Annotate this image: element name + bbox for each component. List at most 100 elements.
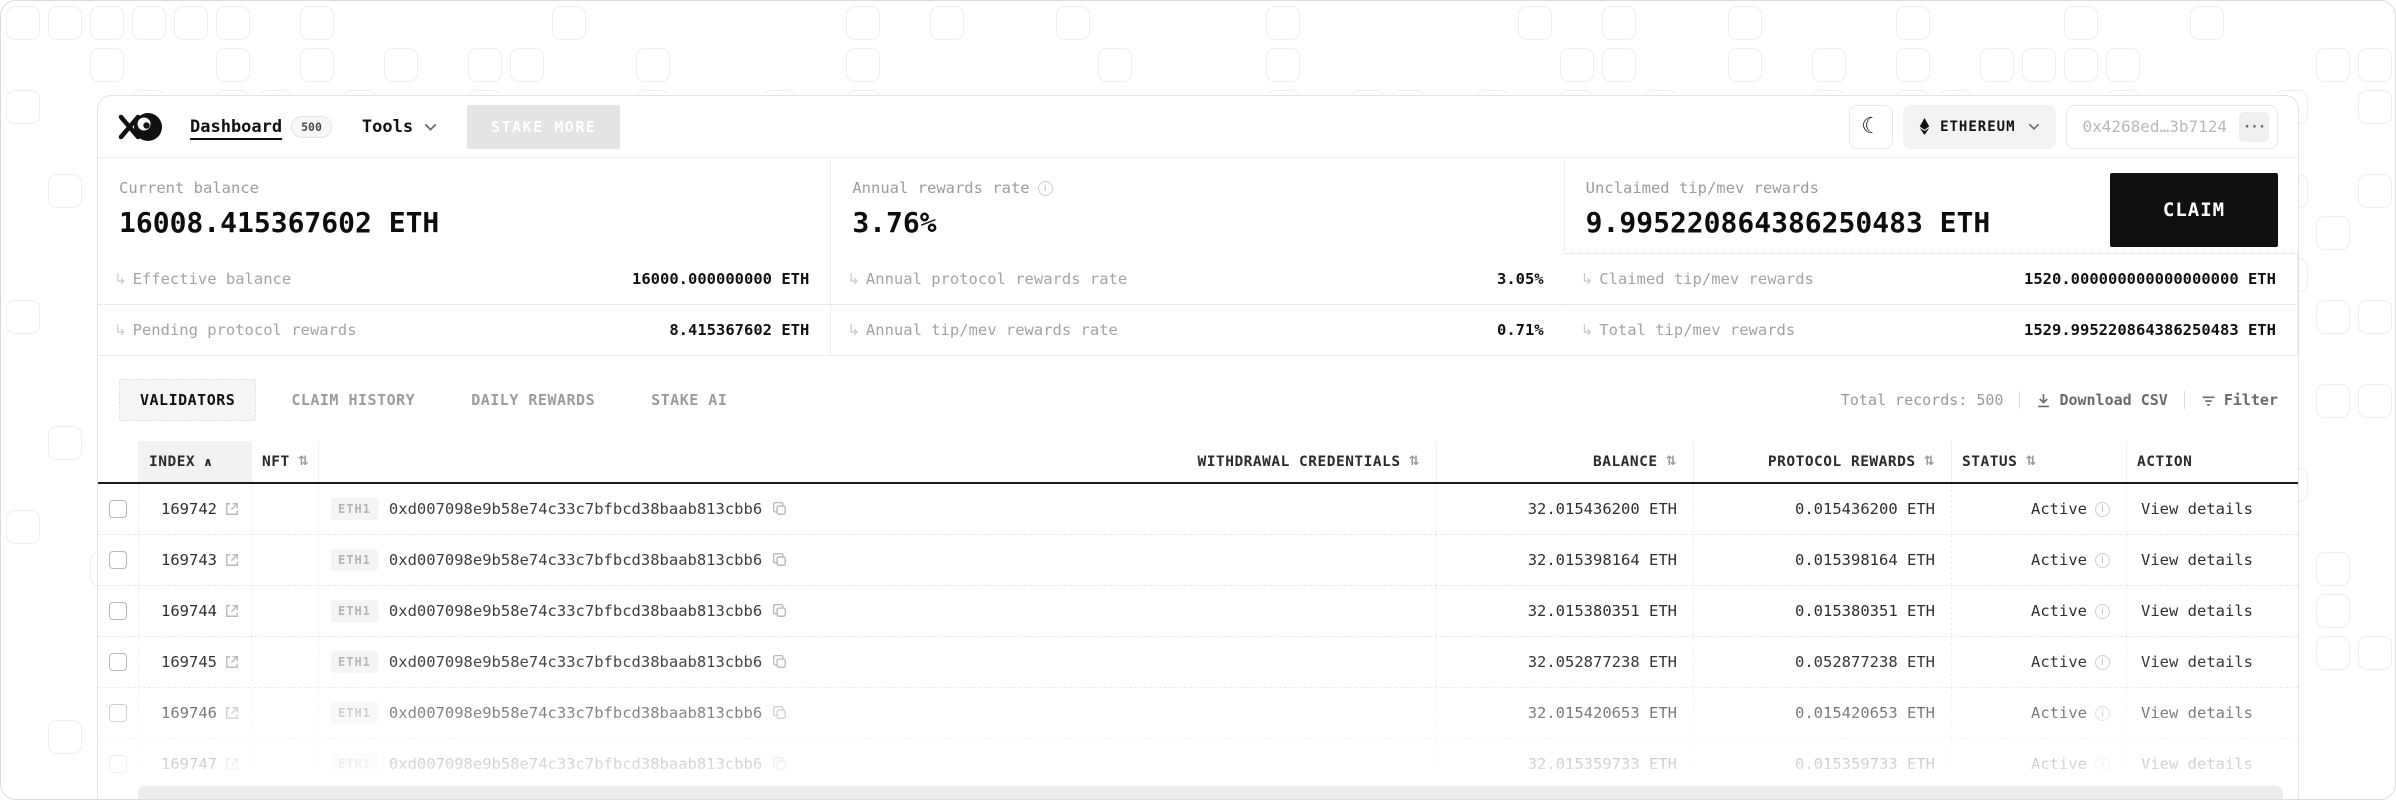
- column-header[interactable]: INDEX ∧: [138, 441, 251, 482]
- table-row: 169747 ETH1 0xd007098e9b58e74c33c7bfbcd3…: [98, 739, 2298, 790]
- tab[interactable]: STAKE AI: [630, 379, 748, 421]
- tab[interactable]: CLAIM HISTORY: [270, 379, 436, 421]
- row-checkbox[interactable]: [109, 551, 127, 569]
- corner-arrow-icon: ↳: [847, 269, 860, 288]
- row-checkbox[interactable]: [109, 602, 127, 620]
- detail-stat-value: 1520.000000000000000000 ETH: [2024, 270, 2276, 288]
- theme-toggle-button[interactable]: ☾: [1849, 104, 1894, 149]
- external-link-icon[interactable]: [225, 502, 239, 516]
- column-header[interactable]: BALANCE ⇅: [1436, 441, 1693, 482]
- stat-unclaimed-rewards: Unclaimed tip/mev rewards 9.995220864386…: [1565, 158, 2298, 253]
- copy-icon[interactable]: [773, 655, 787, 669]
- column-header[interactable]: PROTOCOL REWARDS ⇅: [1693, 441, 1951, 482]
- balance-cell: 32.015420653 ETH: [1436, 688, 1693, 738]
- main-card: Dashboard 500 Tools STAKE MORE ☾ ETHEREU…: [97, 95, 2299, 800]
- column-header[interactable]: ACTION: [2126, 441, 2298, 482]
- divider: [2019, 391, 2021, 409]
- credential-type-badge: ETH1: [331, 753, 378, 775]
- copy-icon[interactable]: [773, 706, 787, 720]
- status-badge: Active: [2031, 551, 2087, 569]
- table-header-row: INDEX ∧ NFT ⇅ WITHDRAWAL CREDENTIALS ⇅ B…: [98, 441, 2298, 484]
- protocol-rewards-cell: 0.015420653 ETH: [1693, 688, 1951, 738]
- external-link-icon[interactable]: [225, 604, 239, 618]
- info-icon[interactable]: [2095, 705, 2110, 721]
- row-checkbox[interactable]: [109, 704, 127, 722]
- row-checkbox[interactable]: [109, 755, 127, 773]
- overview-stats: Current balance 16008.415367602 ETH Annu…: [98, 158, 2298, 253]
- validators-table: INDEX ∧ NFT ⇅ WITHDRAWAL CREDENTIALS ⇅ B…: [98, 441, 2298, 790]
- detail-stat-value: 1529.995220864386250483 ETH: [2024, 321, 2276, 339]
- table-row: 169742 ETH1 0xd007098e9b58e74c33c7bfbcd3…: [98, 484, 2298, 535]
- column-header[interactable]: STATUS ⇅: [1951, 441, 2126, 482]
- column-header[interactable]: NFT ⇅: [251, 441, 318, 482]
- table-row: 169745 ETH1 0xd007098e9b58e74c33c7bfbcd3…: [98, 637, 2298, 688]
- view-details-link[interactable]: View details: [2141, 551, 2253, 569]
- credential-type-badge: ETH1: [331, 549, 378, 571]
- validator-index: 169742: [161, 500, 217, 518]
- wallet-address-box[interactable]: 0x4268ed…3b7124 ···: [2065, 104, 2278, 149]
- view-details-link[interactable]: View details: [2141, 602, 2253, 620]
- horizontal-scrollbar[interactable]: [138, 786, 2283, 799]
- tab[interactable]: DAILY REWARDS: [450, 379, 616, 421]
- row-checkbox[interactable]: [109, 653, 127, 671]
- external-link-icon[interactable]: [225, 757, 239, 771]
- chevron-down-icon: [424, 123, 437, 131]
- nft-cell: [251, 586, 318, 636]
- table-meta: Total records: 500 Download CSV Filter: [1841, 391, 2278, 409]
- download-csv-button[interactable]: Download CSV: [2036, 391, 2168, 409]
- nav-dashboard-label: Dashboard: [190, 116, 283, 137]
- detail-stat-label: ↳ Effective balance: [114, 269, 292, 288]
- tabs-row: VALIDATORS CLAIM HISTORY DAILY REWARDS S…: [119, 379, 2278, 421]
- protocol-rewards-cell: 0.015380351 ETH: [1693, 586, 1951, 636]
- column-header[interactable]: [98, 441, 138, 482]
- detail-stat-label: ↳ Annual protocol rewards rate: [847, 269, 1128, 288]
- info-icon[interactable]: [2095, 756, 2110, 772]
- view-details-link[interactable]: View details: [2141, 500, 2253, 518]
- detail-stat-cell: ↳ Total tip/mev rewards 1529.99522086438…: [1564, 304, 2298, 355]
- nft-cell: [251, 535, 318, 585]
- detail-stat-value: 3.05%: [1496, 269, 1544, 288]
- protocol-rewards-cell: 0.015398164 ETH: [1693, 535, 1951, 585]
- info-icon[interactable]: [1037, 180, 1053, 196]
- info-icon[interactable]: [2095, 654, 2110, 670]
- row-checkbox[interactable]: [109, 500, 127, 518]
- info-icon[interactable]: [2095, 501, 2110, 517]
- claim-button[interactable]: CLAIM: [2109, 173, 2278, 247]
- stat-value: 16008.415367602 ETH: [119, 206, 440, 239]
- external-link-icon[interactable]: [225, 655, 239, 669]
- copy-icon[interactable]: [773, 757, 787, 771]
- detail-stat-cell: ↳ Annual tip/mev rewards rate 0.71%: [831, 304, 1565, 355]
- balance-cell: 32.015380351 ETH: [1436, 586, 1693, 636]
- external-link-icon[interactable]: [225, 706, 239, 720]
- wallet-more-button[interactable]: ···: [2239, 111, 2269, 142]
- external-link-icon[interactable]: [225, 553, 239, 567]
- copy-icon[interactable]: [773, 553, 787, 567]
- credential-type-badge: ETH1: [331, 600, 378, 622]
- sort-icon: ⇅: [1665, 454, 1677, 469]
- withdrawal-address: 0xd007098e9b58e74c33c7bfbcd38baab813cbb6: [388, 704, 763, 722]
- credential-type-badge: ETH1: [331, 651, 378, 673]
- nav-tools-menu[interactable]: Tools: [362, 117, 437, 137]
- tab[interactable]: VALIDATORS: [119, 379, 257, 421]
- withdrawal-address: 0xd007098e9b58e74c33c7bfbcd38baab813cbb6: [388, 653, 763, 671]
- info-icon[interactable]: [2095, 552, 2110, 568]
- copy-icon[interactable]: [773, 502, 787, 516]
- validator-index: 169746: [161, 704, 217, 722]
- sort-icon: ⇅: [297, 454, 310, 469]
- info-icon[interactable]: [2095, 603, 2110, 619]
- stake-more-button[interactable]: STAKE MORE: [467, 104, 621, 149]
- status-badge: Active: [2031, 500, 2087, 518]
- network-select-button[interactable]: ETHEREUM: [1903, 104, 2056, 149]
- copy-icon[interactable]: [773, 604, 787, 618]
- filter-button[interactable]: Filter: [2201, 391, 2278, 409]
- table-row: 169743 ETH1 0xd007098e9b58e74c33c7bfbcd3…: [98, 535, 2298, 586]
- sort-icon: ∧: [203, 454, 214, 469]
- view-details-link[interactable]: View details: [2141, 755, 2253, 773]
- column-header[interactable]: WITHDRAWAL CREDENTIALS ⇅: [318, 441, 1436, 482]
- nft-cell: [251, 484, 318, 534]
- nav-dashboard-link[interactable]: Dashboard 500: [190, 115, 332, 138]
- nft-cell: [251, 637, 318, 687]
- view-details-link[interactable]: View details: [2141, 704, 2253, 722]
- detail-stats: ↳ Effective balance 16000.000000000 ETH …: [98, 253, 2298, 356]
- view-details-link[interactable]: View details: [2141, 653, 2253, 671]
